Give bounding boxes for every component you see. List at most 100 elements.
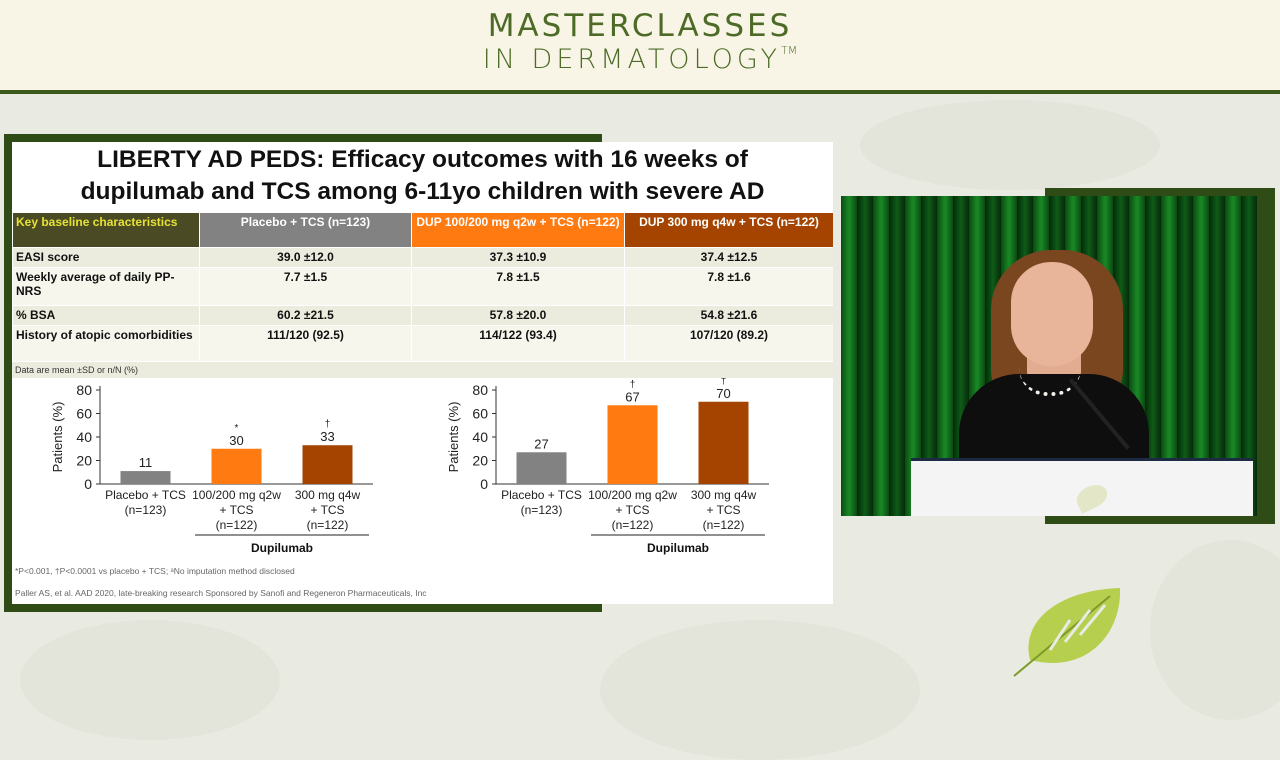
curtain-fold [1177,196,1193,516]
y-tick-label: 80 [76,382,92,398]
table-header: DUP 100/200 mg q2w + TCS (n=122) [411,212,625,248]
background-leaf [1150,540,1280,720]
speaker-face [1011,262,1093,366]
significance-marker: * [235,423,239,434]
significance-marker: † [630,379,636,390]
curtain-fold [889,196,905,516]
table-header-row: Key baseline characteristics Placebo + T… [12,212,833,248]
bar-value-label: 30 [229,433,243,448]
table-cell: 114/122 (93.4) [411,325,625,362]
y-tick-label: 40 [472,429,488,445]
curtain-fold [1145,196,1161,516]
header-banner: MASTERCLASSES IN DERMATOLOGYTM [0,0,1280,94]
table-cell: 7.8 ±1.6 [624,267,833,306]
bar-chart-left: 0 20 40 60 80 Patients (%) 11 Placebo + TCS (n=1… [50,382,373,555]
presentation-slide: LIBERTY AD PEDS: Efficacy outcomes with … [12,142,833,604]
background-leaf [860,100,1160,190]
x-category-label: (n=123) [521,503,563,517]
x-category-label: + TCS [310,503,344,517]
footnote-reference: Paller AS, et al. AAD 2020, late-breakin… [15,588,427,598]
x-category-label: (n=122) [703,518,745,532]
x-category-label: Placebo + TCS [105,488,186,502]
bar-value-label: 33 [320,429,334,444]
y-tick-label: 0 [480,476,488,492]
y-tick-label: 40 [76,429,92,445]
brand-line-2: IN DERMATOLOGYTM [0,44,1280,75]
x-category-label: (n=122) [612,518,654,532]
slide-title-line-2: dupilumab and TCS among 6-11yo children … [80,178,765,205]
group-label: Dupilumab [647,541,709,555]
table-cell: 7.7 ±1.5 [199,267,412,306]
curtain-fold [1161,196,1177,516]
table-header: DUP 300 mg q4w + TCS (n=122) [624,212,833,248]
curtain-fold [873,196,889,516]
table-header: Placebo + TCS (n=123) [199,212,412,248]
bar-value-label: 27 [534,436,548,451]
x-category-label: + TCS [219,503,253,517]
curtain-fold [1193,196,1209,516]
table-cell: 60.2 ±21.5 [199,305,412,326]
table-row: History of atopic comorbidities 111/120 … [12,325,833,362]
table-cell: 37.3 ±10.9 [411,247,625,268]
significance-marker: † [325,419,331,430]
bar-value-label: 70 [716,386,730,401]
y-tick-label: 60 [76,406,92,422]
significance-marker: † [721,378,727,387]
row-label: % BSA [12,305,200,326]
curtain-fold [1209,196,1225,516]
row-label: EASI score [12,247,200,268]
baseline-table: Key baseline characteristics Placebo + T… [12,212,833,362]
table-cell: 37.4 ±12.5 [624,247,833,268]
x-category-label: + TCS [615,503,649,517]
curtain-fold [857,196,873,516]
pearl-necklace [1019,368,1081,396]
row-label: History of atopic comorbidities [12,325,200,362]
speaker-video[interactable] [841,196,1257,516]
bar [516,452,567,484]
table-cell: 39.0 ±12.0 [199,247,412,268]
x-category-label: 300 mg q4w [295,488,361,502]
brand-line-1: MASTERCLASSES [487,8,793,44]
background-leaf [20,620,280,740]
table-row: Weekly average of daily PP-NRS 7.7 ±1.5 … [12,267,833,306]
curtain-fold [937,196,953,516]
bar-value-label: 11 [139,455,153,470]
y-tick-label: 20 [472,453,488,469]
curtain-fold [841,196,857,516]
y-tick-label: 0 [84,476,92,492]
monstera-leaf-icon [1013,588,1121,677]
slide-title-line-1: LIBERTY AD PEDS: Efficacy outcomes with … [97,146,748,173]
y-tick-label: 60 [472,406,488,422]
y-tick-label: 80 [472,382,488,398]
table-row: % BSA 60.2 ±21.5 57.8 ±20.0 54.8 ±21.6 [12,305,833,326]
row-label: Weekly average of daily PP-NRS [12,267,200,306]
table-row: EASI score 39.0 ±12.0 37.3 ±10.9 37.4 ±1… [12,247,833,268]
table-cell: 107/120 (89.2) [624,325,833,362]
trademark: TM [780,44,798,57]
table-note: Data are mean ±SD or n/N (%) [12,362,833,378]
x-category-label: (n=122) [307,518,349,532]
x-category-label: 300 mg q4w [691,488,757,502]
background-leaf [600,620,920,760]
bar [120,471,171,484]
x-category-label: 100/200 mg q2w [192,488,281,502]
x-category-label: Placebo + TCS [501,488,582,502]
curtain-fold [1225,196,1241,516]
brand-line-2-text: IN DERMATOLOGY [482,44,781,75]
table-cell: 111/120 (92.5) [199,325,412,362]
curtain-fold [1241,196,1257,516]
y-tick-label: 20 [76,453,92,469]
curtain-fold [921,196,937,516]
curtain-fold [905,196,921,516]
y-axis-label: Patients (%) [50,402,65,473]
table-header: Key baseline characteristics [12,212,200,248]
table-cell: 57.8 ±20.0 [411,305,625,326]
bar [698,401,749,484]
bar [302,445,353,484]
footnote-significance: *P<0.001, †P<0.0001 vs placebo + TCS; ᵃN… [15,566,295,576]
bar-value-label: 67 [625,389,639,404]
bar [607,405,658,484]
x-category-label: + TCS [706,503,740,517]
x-category-label: 100/200 mg q2w [588,488,677,502]
